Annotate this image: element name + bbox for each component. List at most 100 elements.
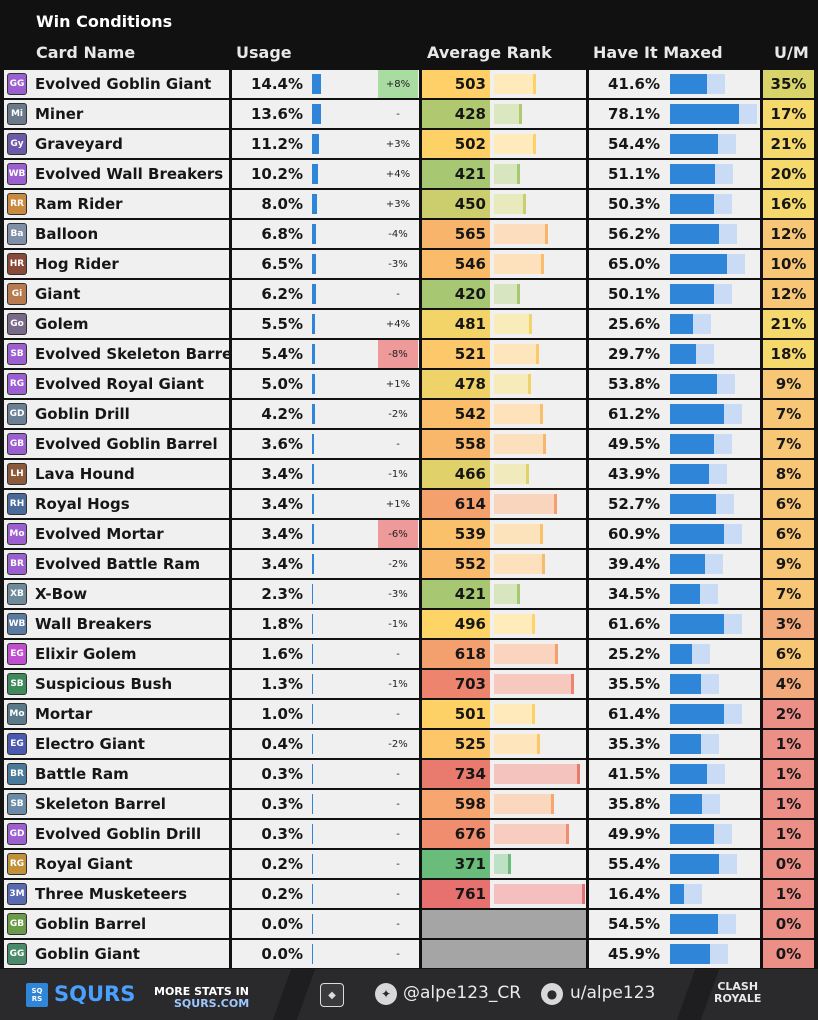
reddit-handle[interactable]: u/alpe123: [570, 983, 656, 1003]
card-icon: GG: [7, 943, 27, 965]
card-name: Royal Hogs: [35, 495, 130, 513]
usage-cell: 3.4% +1%: [232, 490, 419, 518]
card-name: Ram Rider: [35, 195, 123, 213]
table-row: WB Wall Breakers 1.8% -1% 496 61.6% 3%: [0, 609, 818, 639]
um-cell: 0%: [763, 850, 814, 878]
card-cell: Mo Mortar: [4, 700, 229, 728]
rank-bar-tick: [533, 134, 536, 154]
maxed-bar: [670, 854, 719, 874]
maxed-cell: 41.6%: [589, 70, 760, 98]
usage-change: -: [396, 768, 400, 780]
usage-cell: 0.3% -: [232, 790, 419, 818]
usage-change: -4%: [388, 228, 408, 240]
average-rank-value: 420: [422, 280, 490, 308]
maxed-bar: [670, 734, 701, 754]
usage-bar: [312, 344, 315, 364]
win-conditions-table: GG Evolved Goblin Giant 14.4% +8% 503 41.6% 35…: [0, 69, 818, 969]
um-cell: 21%: [763, 130, 814, 158]
rank-bar-tick: [517, 584, 520, 604]
rank-bar: [494, 704, 532, 724]
average-rank-value: 421: [422, 580, 490, 608]
maxed-value: 60.9%: [607, 525, 660, 543]
average-rank-value: 450: [422, 190, 490, 218]
usage-change: -: [396, 438, 400, 450]
usage-cell: 6.5% -3%: [232, 250, 419, 278]
um-value: 0%: [775, 945, 802, 963]
card-icon: GB: [7, 433, 27, 455]
maxed-bar: [670, 224, 719, 244]
usage-cell: 6.2% -: [232, 280, 419, 308]
usage-bar: [312, 644, 313, 664]
um-cell: 8%: [763, 460, 814, 488]
rank-bar-tick: [551, 794, 554, 814]
rank-cell: 525: [422, 730, 586, 758]
table-row: WB Evolved Wall Breakers 10.2% +4% 421 51.1% 2…: [0, 159, 818, 189]
usage-cell: 1.8% -1%: [232, 610, 419, 638]
maxed-cell: 51.1%: [589, 160, 760, 188]
average-rank-value: 558: [422, 430, 490, 458]
card-icon: BR: [7, 763, 27, 785]
rank-cell: 542: [422, 400, 586, 428]
usage-change: -1%: [388, 468, 408, 480]
maxed-cell: 29.7%: [589, 340, 760, 368]
rank-cell: 734: [422, 760, 586, 788]
maxed-value: 25.6%: [607, 315, 660, 333]
rank-cell: 502: [422, 130, 586, 158]
card-name: Skeleton Barrel: [35, 795, 166, 813]
usage-value: 0.3%: [261, 765, 303, 783]
maxed-value: 41.5%: [607, 765, 660, 783]
um-value: 7%: [775, 405, 802, 423]
rank-cell: 552: [422, 550, 586, 578]
um-value: 1%: [775, 825, 802, 843]
card-name: Battle Ram: [35, 765, 129, 783]
table-row: Ba Balloon 6.8% -4% 565 56.2% 12%: [0, 219, 818, 249]
rank-cell: 614: [422, 490, 586, 518]
um-value: 21%: [770, 315, 807, 333]
maxed-value: 43.9%: [607, 465, 660, 483]
maxed-bar: [670, 764, 707, 784]
more-stats-link[interactable]: SQURS.COM: [174, 997, 250, 1010]
um-cell: 7%: [763, 430, 814, 458]
card-icon: BR: [7, 553, 27, 575]
average-rank-value: 428: [422, 100, 490, 128]
usage-bar: [312, 914, 313, 934]
maxed-bar: [670, 164, 715, 184]
usage-cell: 0.3% -: [232, 820, 419, 848]
card-icon: WB: [7, 613, 27, 635]
maxed-value: 54.5%: [607, 915, 660, 933]
maxed-bar: [670, 74, 707, 94]
card-cell: SB Suspicious Bush: [4, 670, 229, 698]
card-cell: SB Evolved Skeleton Barrel: [4, 340, 237, 368]
usage-bar: [312, 734, 313, 754]
usage-cell: 3.4% -6%: [232, 520, 419, 548]
usage-cell: 11.2% +3%: [232, 130, 419, 158]
usage-bar: [312, 224, 316, 244]
maxed-cell: 45.9%: [589, 940, 760, 968]
card-name: Evolved Battle Ram: [35, 555, 201, 573]
um-value: 12%: [770, 225, 807, 243]
um-value: 1%: [775, 795, 802, 813]
maxed-bar: [670, 194, 714, 214]
table-row: EG Electro Giant 0.4% -2% 525 35.3% 1%: [0, 729, 818, 759]
um-value: 6%: [775, 495, 802, 513]
card-name: X-Bow: [35, 585, 88, 603]
table-row: GG Goblin Giant 0.0% - 45.9% 0%: [0, 939, 818, 969]
twitter-handle[interactable]: @alpe123_CR: [403, 983, 522, 1003]
rank-bar: [494, 344, 536, 364]
usage-change: +1%: [385, 498, 411, 510]
usage-bar: [312, 854, 313, 874]
card-name: Three Musketeers: [35, 885, 187, 903]
maxed-value: 50.3%: [607, 195, 660, 213]
maxed-cell: 35.8%: [589, 790, 760, 818]
maxed-bar: [670, 944, 710, 964]
usage-change: +4%: [385, 168, 411, 180]
maxed-value: 41.6%: [607, 75, 660, 93]
average-rank-value: 521: [422, 340, 490, 368]
um-value: 1%: [775, 765, 802, 783]
usage-change: -: [396, 888, 400, 900]
average-rank-value: 546: [422, 250, 490, 278]
rank-bar-tick: [542, 554, 545, 574]
usage-value: 0.3%: [261, 825, 303, 843]
rank-bar: [494, 824, 566, 844]
usage-change: -2%: [388, 408, 408, 420]
